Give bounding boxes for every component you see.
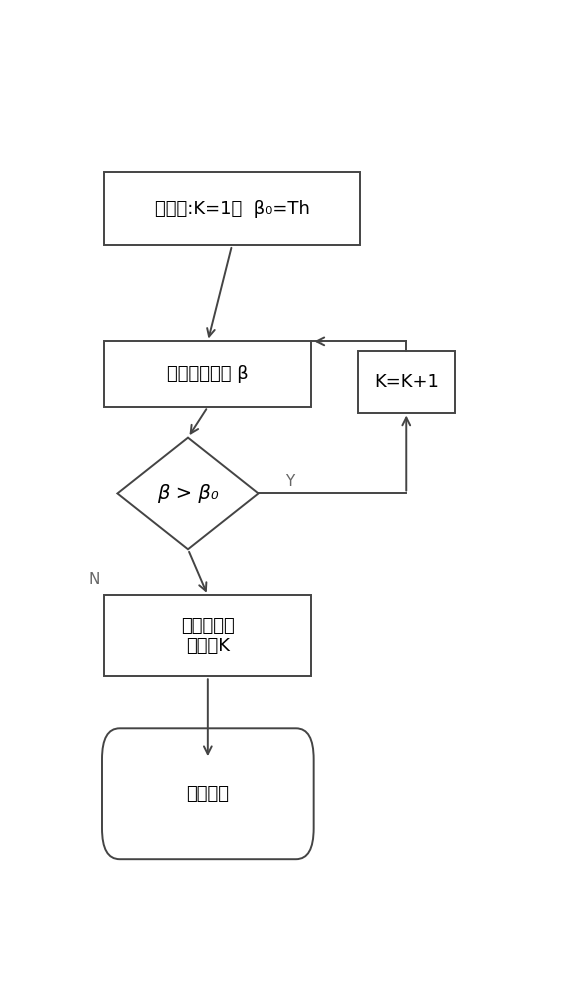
Text: 输出滤波器
组层数K: 输出滤波器 组层数K [181, 616, 234, 655]
Text: K=K+1: K=K+1 [374, 373, 439, 391]
Text: Y: Y [284, 474, 294, 489]
Polygon shape [117, 438, 258, 549]
Text: 结束滤波: 结束滤波 [186, 785, 229, 803]
Text: N: N [88, 572, 100, 587]
FancyBboxPatch shape [102, 728, 314, 859]
FancyBboxPatch shape [104, 172, 360, 245]
FancyBboxPatch shape [104, 341, 311, 407]
FancyBboxPatch shape [358, 351, 455, 413]
FancyBboxPatch shape [104, 595, 311, 676]
Text: β > β₀: β > β₀ [157, 484, 219, 503]
Text: 计算能量比率 β: 计算能量比率 β [167, 365, 249, 383]
Text: 初始化:K=1，  β₀=Th: 初始化:K=1， β₀=Th [155, 200, 310, 218]
